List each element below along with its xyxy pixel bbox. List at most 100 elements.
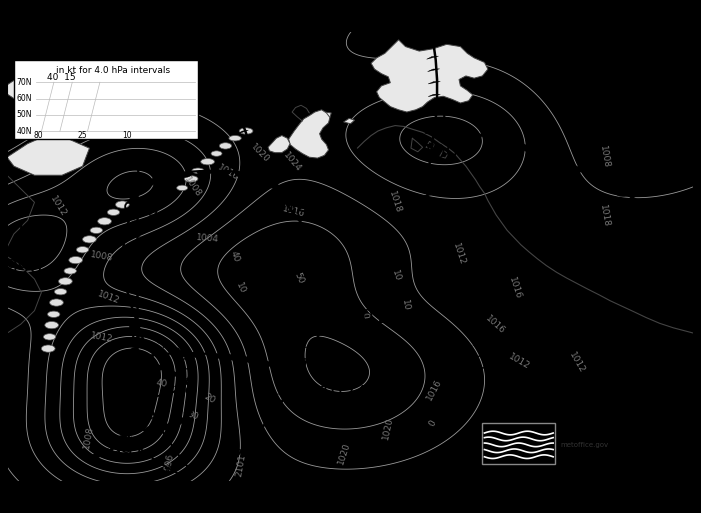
Polygon shape [430, 244, 442, 249]
Ellipse shape [184, 175, 198, 182]
Polygon shape [418, 195, 430, 198]
Polygon shape [317, 272, 329, 275]
Polygon shape [310, 247, 320, 251]
Text: 1012: 1012 [507, 351, 531, 371]
Text: 80: 80 [33, 130, 43, 140]
Polygon shape [226, 93, 237, 97]
Polygon shape [615, 188, 628, 196]
Text: 1018: 1018 [388, 190, 403, 214]
Polygon shape [343, 119, 355, 124]
Polygon shape [475, 354, 487, 358]
Polygon shape [114, 268, 126, 272]
Text: H: H [335, 348, 352, 368]
Polygon shape [218, 55, 230, 59]
Polygon shape [570, 165, 584, 172]
Text: L: L [440, 107, 453, 127]
Polygon shape [191, 353, 205, 358]
Polygon shape [253, 174, 267, 182]
Polygon shape [114, 255, 125, 258]
Polygon shape [270, 189, 279, 195]
Ellipse shape [64, 268, 76, 274]
Polygon shape [130, 220, 137, 231]
Text: 1016: 1016 [425, 378, 444, 402]
Polygon shape [316, 310, 329, 312]
Polygon shape [173, 353, 187, 358]
Polygon shape [124, 85, 196, 108]
Text: in kt for 4.0 hPa intervals: in kt for 4.0 hPa intervals [56, 66, 170, 74]
Polygon shape [152, 364, 165, 370]
Polygon shape [522, 144, 536, 152]
Polygon shape [134, 445, 139, 450]
Polygon shape [261, 178, 271, 184]
Text: 2101: 2101 [234, 453, 247, 477]
Polygon shape [313, 322, 326, 324]
Polygon shape [318, 297, 330, 299]
Text: 1020: 1020 [336, 441, 351, 465]
Polygon shape [184, 468, 191, 472]
Polygon shape [175, 418, 186, 426]
Text: 40N: 40N [17, 127, 32, 136]
Ellipse shape [41, 345, 55, 352]
Polygon shape [109, 387, 117, 396]
Text: 1008: 1008 [90, 250, 114, 263]
Polygon shape [149, 392, 151, 398]
Polygon shape [130, 188, 143, 190]
Polygon shape [129, 312, 141, 314]
Polygon shape [460, 305, 470, 309]
Polygon shape [629, 196, 642, 205]
Polygon shape [117, 228, 130, 230]
Ellipse shape [50, 299, 63, 306]
Bar [14, 60, 198, 139]
Polygon shape [226, 355, 240, 360]
Polygon shape [143, 178, 156, 186]
Text: 1012: 1012 [97, 290, 121, 306]
Polygon shape [472, 342, 484, 345]
Polygon shape [209, 354, 222, 359]
Text: 1003: 1003 [422, 143, 471, 162]
Polygon shape [7, 71, 69, 108]
Text: 1024: 1024 [319, 384, 368, 403]
Polygon shape [477, 367, 489, 370]
Text: L: L [121, 407, 133, 427]
Polygon shape [90, 454, 101, 460]
Polygon shape [144, 405, 153, 409]
Text: 1012: 1012 [451, 242, 467, 267]
Polygon shape [269, 405, 282, 407]
Polygon shape [7, 134, 90, 175]
Polygon shape [468, 133, 483, 139]
Polygon shape [125, 437, 132, 441]
Polygon shape [242, 142, 253, 147]
Polygon shape [129, 211, 141, 213]
Ellipse shape [59, 278, 72, 285]
Ellipse shape [76, 247, 89, 253]
Text: 999: 999 [123, 202, 160, 221]
Polygon shape [371, 40, 488, 112]
Ellipse shape [43, 333, 56, 340]
Ellipse shape [116, 201, 129, 208]
Text: 50N: 50N [17, 110, 32, 120]
Ellipse shape [192, 168, 204, 173]
Polygon shape [469, 329, 481, 333]
Polygon shape [180, 378, 190, 379]
Text: 1012: 1012 [568, 350, 587, 374]
Ellipse shape [45, 322, 58, 329]
Polygon shape [425, 44, 437, 47]
Text: L: L [303, 161, 315, 181]
Polygon shape [254, 166, 264, 171]
Text: 1012: 1012 [350, 307, 400, 326]
Polygon shape [235, 172, 250, 177]
Text: L: L [130, 330, 142, 350]
Polygon shape [196, 170, 212, 176]
Text: 1020: 1020 [587, 100, 651, 124]
Polygon shape [277, 393, 290, 395]
Polygon shape [418, 183, 430, 185]
Text: 1020: 1020 [381, 416, 395, 440]
Polygon shape [165, 467, 170, 472]
Polygon shape [585, 172, 599, 180]
Text: 10: 10 [400, 299, 411, 312]
Ellipse shape [90, 227, 102, 233]
Polygon shape [287, 212, 297, 218]
Text: 1023: 1023 [250, 278, 299, 297]
Polygon shape [182, 357, 189, 361]
Polygon shape [129, 338, 141, 340]
